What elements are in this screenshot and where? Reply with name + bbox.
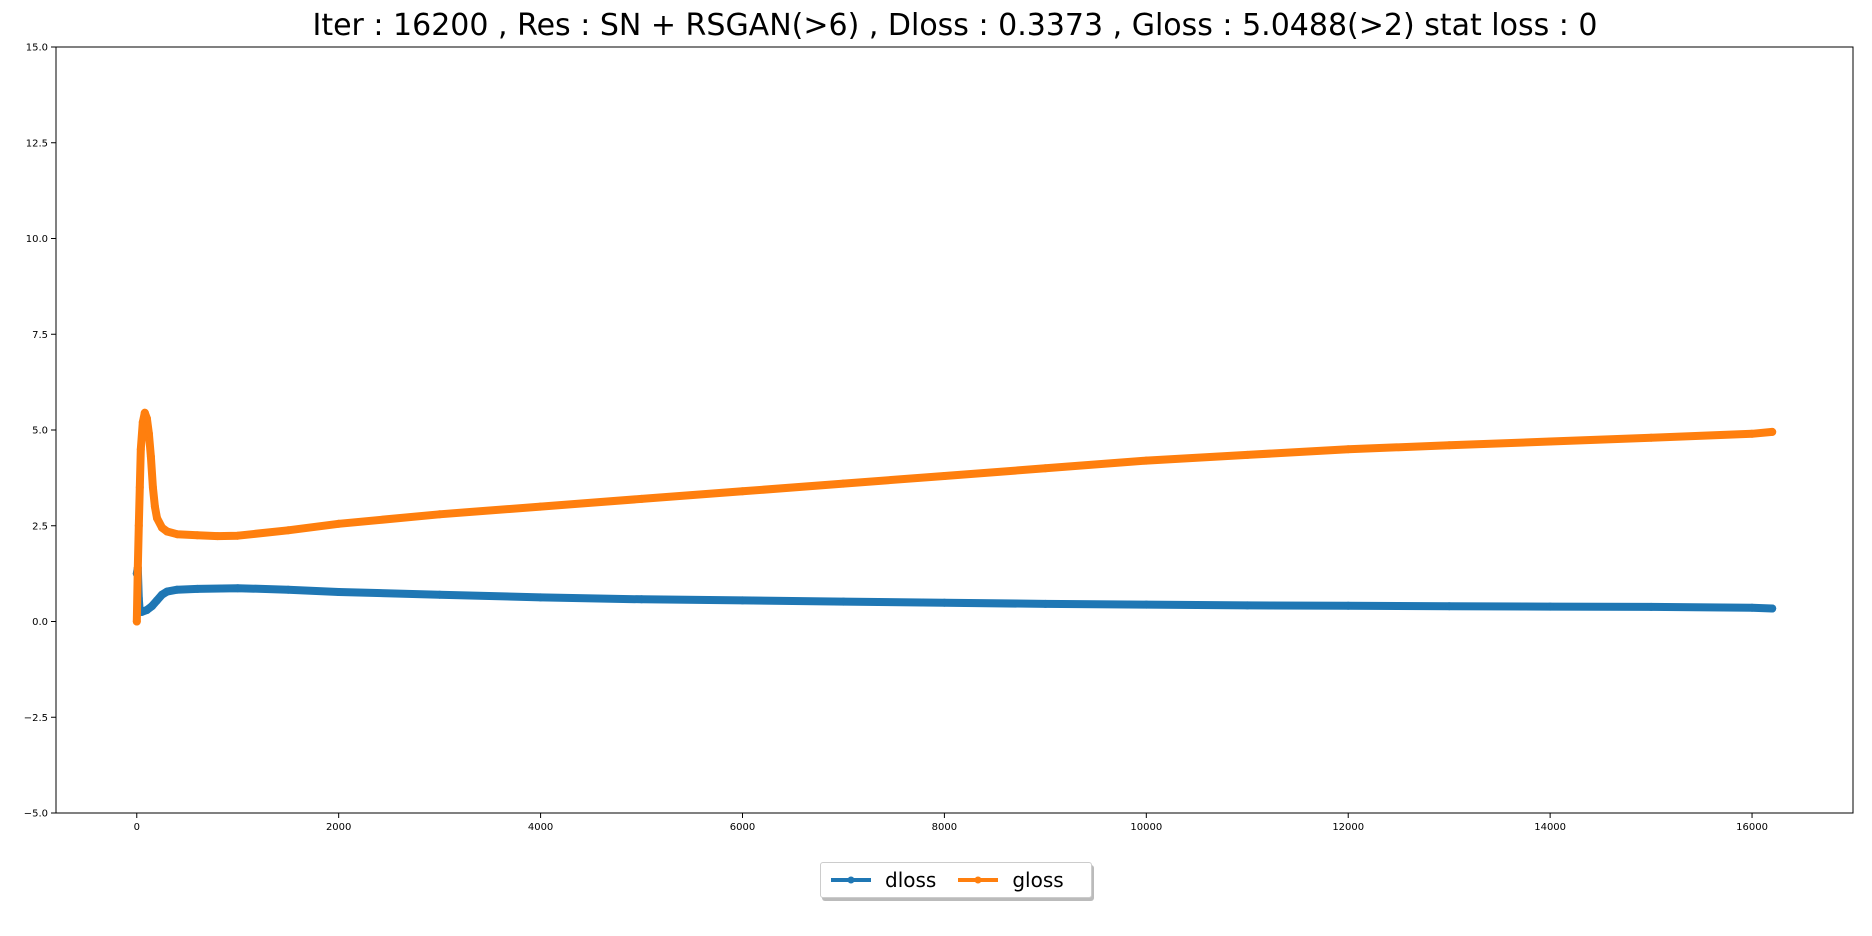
data-point-gloss: [135, 483, 144, 492]
chart-title: Iter : 16200 , Res : SN + RSGAN(>6) , Dl…: [312, 8, 1598, 43]
legend: dloss gloss: [820, 862, 1092, 898]
y-tick-label: 0.0: [32, 617, 48, 628]
data-point-gloss: [1041, 464, 1050, 473]
data-point-dloss: [284, 585, 293, 594]
data-point-dloss: [334, 588, 343, 596]
data-point-gloss: [193, 531, 202, 540]
y-tick-label: −5.0: [24, 809, 48, 820]
data-point-gloss: [148, 483, 157, 492]
data-point-dloss: [839, 597, 848, 606]
data-point-gloss: [1243, 450, 1252, 459]
data-point-gloss: [173, 530, 182, 539]
legend-swatch-gloss: [958, 876, 999, 884]
y-tick-label: 10.0: [26, 234, 48, 245]
data-point-gloss: [839, 479, 848, 488]
x-tick-label: 8000: [932, 822, 957, 833]
x-tick-label: 14000: [1534, 822, 1566, 833]
data-point-gloss: [142, 414, 151, 423]
data-point-dloss: [1243, 601, 1252, 610]
data-point-gloss: [1546, 437, 1555, 446]
legend-label-dloss: dloss: [885, 868, 937, 892]
y-tick-label: 7.5: [32, 330, 48, 341]
data-point-dloss: [233, 584, 242, 593]
data-point-gloss: [163, 527, 172, 536]
legend-label-gloss: gloss: [1012, 868, 1064, 892]
legend-item-gloss: gloss: [956, 868, 1064, 892]
y-axis: −5.0 −2.5 0.0 2.5 5.0 7.5 10.0 12.5 15.0: [24, 43, 56, 820]
data-point-gloss: [150, 502, 159, 511]
data-point-gloss: [1768, 427, 1777, 436]
data-point-dloss: [193, 584, 202, 593]
data-point-dloss: [1142, 600, 1151, 609]
data-point-dloss: [153, 596, 161, 605]
data-point-gloss: [133, 563, 142, 572]
data-point-gloss: [334, 519, 343, 528]
y-tick-label: 5.0: [32, 426, 48, 437]
x-tick-label: 6000: [730, 822, 755, 833]
data-point-dloss: [637, 595, 646, 604]
data-point-gloss: [146, 452, 155, 461]
y-tick-label: 15.0: [26, 43, 48, 54]
data-point-dloss: [1445, 602, 1454, 611]
data-point-dloss: [163, 587, 172, 596]
y-tick-label: 12.5: [26, 138, 48, 149]
plot-area: [55, 46, 1854, 814]
y-tick-label: 2.5: [32, 521, 48, 532]
data-point-gloss: [435, 510, 444, 519]
data-point-dloss: [1768, 604, 1777, 613]
legend-swatch-dloss: [831, 876, 871, 884]
data-point-dloss: [147, 602, 156, 611]
x-tick-label: 2000: [326, 822, 351, 833]
data-point-dloss: [940, 598, 949, 607]
data-point-gloss: [1445, 441, 1454, 450]
y-tick-label: −2.5: [24, 713, 48, 724]
data-point-gloss: [284, 526, 293, 535]
data-point-gloss: [1647, 433, 1656, 442]
data-point-dloss: [173, 585, 182, 594]
data-point-gloss: [940, 472, 949, 480]
data-point-gloss: [134, 521, 143, 530]
data-point-dloss: [1546, 602, 1555, 611]
series-layer: [132, 408, 1777, 626]
data-point-dloss: [1041, 599, 1050, 608]
data-point-gloss: [1748, 429, 1756, 438]
data-point-gloss: [536, 502, 545, 511]
data-point-gloss: [1344, 445, 1353, 454]
x-tick-label: 0: [134, 822, 140, 833]
data-point-dloss: [435, 590, 444, 599]
data-point-dloss: [1748, 603, 1756, 612]
x-tick-label: 16000: [1736, 822, 1768, 833]
data-point-dloss: [1647, 602, 1656, 611]
x-tick-label: 4000: [528, 822, 553, 833]
data-point-gloss: [1142, 456, 1151, 465]
data-point-gloss: [233, 531, 242, 540]
x-axis: 0 2000 4000 6000 8000 10000 12000 14000 16000: [134, 813, 1768, 833]
data-point-dloss: [738, 596, 747, 605]
data-point-gloss: [132, 617, 141, 626]
x-tick-label: 10000: [1130, 822, 1162, 833]
data-point-gloss: [637, 494, 646, 503]
data-point-dloss: [1344, 601, 1353, 610]
data-point-gloss: [213, 532, 222, 541]
data-point-gloss: [738, 487, 747, 496]
x-tick-label: 12000: [1332, 822, 1364, 833]
data-point-gloss: [136, 445, 145, 454]
data-point-gloss: [144, 429, 153, 438]
data-point-dloss: [536, 593, 545, 602]
legend-item-dloss: dloss: [829, 868, 936, 892]
data-point-gloss: [153, 514, 161, 523]
